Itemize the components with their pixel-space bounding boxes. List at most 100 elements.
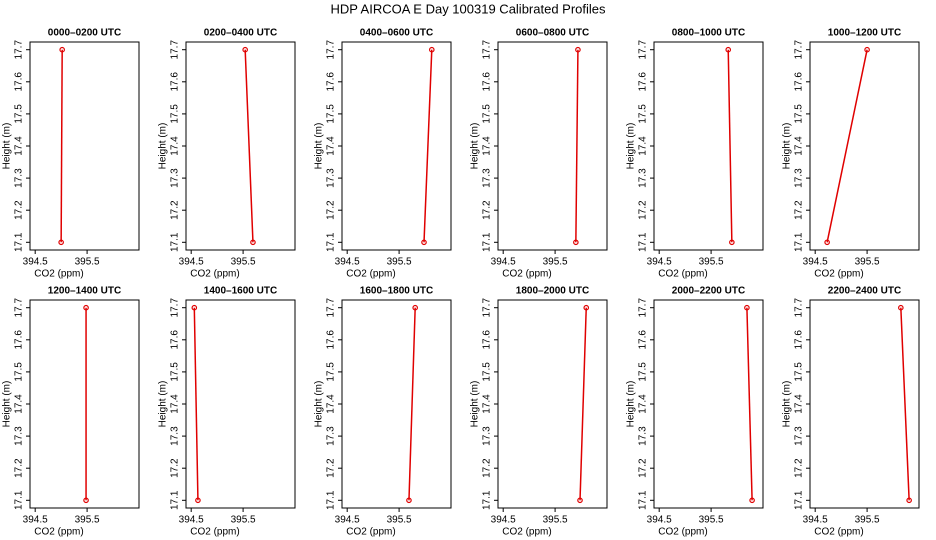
y-axis-label: Height (m) bbox=[470, 381, 481, 428]
y-tick-label: 17.3 bbox=[638, 426, 649, 446]
y-tick-label: 17.5 bbox=[482, 104, 493, 124]
x-tick-label: 395.5 bbox=[387, 257, 412, 268]
x-tick-label: 395.5 bbox=[855, 515, 880, 526]
data-point bbox=[59, 46, 65, 53]
y-tick-label: 17.6 bbox=[14, 72, 25, 92]
y-tick-label: 17.7 bbox=[170, 40, 181, 60]
data-point bbox=[421, 239, 427, 246]
x-axis-label: CO2 (ppm) bbox=[346, 269, 395, 280]
data-point bbox=[242, 46, 248, 53]
panel-title: 1600–1800 UTC bbox=[360, 286, 433, 297]
data-point bbox=[575, 46, 581, 53]
y-tick-label: 17.2 bbox=[170, 200, 181, 220]
y-axis-label: Height (m) bbox=[626, 381, 637, 428]
y-tick-label: 17.3 bbox=[14, 426, 25, 446]
data-point bbox=[406, 497, 412, 504]
y-tick-label: 17.4 bbox=[14, 136, 25, 156]
y-tick-label: 17.2 bbox=[638, 458, 649, 478]
y-tick-label: 17.3 bbox=[170, 426, 181, 446]
data-point bbox=[729, 239, 735, 246]
y-tick-label: 17.7 bbox=[326, 40, 337, 60]
profile-line bbox=[579, 307, 587, 501]
plot-frame bbox=[809, 41, 920, 251]
y-tick-label: 17.5 bbox=[14, 104, 25, 124]
profile-line bbox=[408, 307, 416, 501]
y-tick-label: 17.7 bbox=[794, 298, 805, 318]
y-axis-label: Height (m) bbox=[158, 123, 169, 170]
y-tick-label: 17.3 bbox=[14, 168, 25, 188]
y-tick-label: 17.1 bbox=[638, 232, 649, 252]
data-point bbox=[583, 304, 590, 311]
x-tick-label: 394.5 bbox=[647, 257, 672, 268]
data-point bbox=[58, 239, 64, 246]
x-tick-label: 395.5 bbox=[699, 257, 724, 268]
y-tick-label: 17.5 bbox=[482, 362, 493, 382]
y-tick-label: 17.7 bbox=[794, 40, 805, 60]
y-axis-label: Height (m) bbox=[2, 381, 13, 428]
y-tick-label: 17.4 bbox=[482, 136, 493, 156]
x-axis-label: CO2 (ppm) bbox=[814, 269, 863, 280]
y-tick-label: 17.2 bbox=[14, 458, 25, 478]
plot-frame bbox=[185, 299, 296, 509]
plot-frame bbox=[185, 41, 296, 251]
panel-title: 1800–2000 UTC bbox=[516, 286, 589, 297]
y-tick-label: 17.1 bbox=[794, 490, 805, 510]
x-tick-label: 394.5 bbox=[179, 257, 204, 268]
panel-title: 2200–2400 UTC bbox=[828, 286, 901, 297]
x-tick-label: 395.5 bbox=[543, 257, 568, 268]
profile-line bbox=[244, 49, 254, 243]
data-point bbox=[412, 304, 418, 311]
y-tick-label: 17.3 bbox=[794, 168, 805, 188]
y-tick-label: 17.6 bbox=[794, 330, 805, 350]
data-point bbox=[725, 46, 732, 53]
panel-title: 0600–0800 UTC bbox=[516, 28, 589, 39]
x-tick-label: 394.5 bbox=[23, 515, 48, 526]
y-tick-label: 17.5 bbox=[170, 104, 181, 124]
y-tick-label: 17.5 bbox=[638, 362, 649, 382]
y-tick-label: 17.2 bbox=[794, 458, 805, 478]
y-tick-label: 17.7 bbox=[638, 40, 649, 60]
x-tick-label: 394.5 bbox=[803, 257, 828, 268]
y-tick-label: 17.5 bbox=[638, 104, 649, 124]
x-tick-label: 395.5 bbox=[231, 257, 256, 268]
main-title: HDP AIRCOA E Day 100319 Calibrated Profi… bbox=[330, 1, 606, 16]
panel-title: 1200–1400 UTC bbox=[48, 286, 121, 297]
y-tick-label: 17.6 bbox=[326, 72, 337, 92]
y-tick-label: 17.4 bbox=[482, 394, 493, 414]
y-tick-label: 17.2 bbox=[326, 458, 337, 478]
x-tick-label: 395.5 bbox=[855, 257, 880, 268]
y-tick-label: 17.1 bbox=[638, 490, 649, 510]
y-axis-label: Height (m) bbox=[314, 123, 325, 170]
y-tick-label: 17.2 bbox=[482, 200, 493, 220]
x-axis-label: CO2 (ppm) bbox=[814, 527, 863, 538]
x-tick-label: 394.5 bbox=[491, 257, 516, 268]
y-tick-label: 17.1 bbox=[14, 232, 25, 252]
data-point bbox=[573, 239, 579, 246]
x-axis-label: CO2 (ppm) bbox=[658, 527, 707, 538]
y-tick-label: 17.4 bbox=[794, 136, 805, 156]
x-axis-label: CO2 (ppm) bbox=[190, 269, 239, 280]
x-tick-label: 395.5 bbox=[75, 257, 100, 268]
y-tick-label: 17.7 bbox=[14, 40, 25, 60]
y-tick-label: 17.7 bbox=[482, 298, 493, 318]
x-tick-label: 395.5 bbox=[75, 515, 100, 526]
plot-frame bbox=[341, 41, 452, 251]
profile-line bbox=[727, 49, 733, 243]
y-tick-label: 17.3 bbox=[326, 168, 337, 188]
x-tick-label: 394.5 bbox=[491, 515, 516, 526]
y-tick-label: 17.4 bbox=[170, 136, 181, 156]
y-tick-label: 17.6 bbox=[638, 330, 649, 350]
data-point bbox=[83, 497, 89, 504]
data-point bbox=[824, 239, 830, 246]
y-tick-label: 17.6 bbox=[14, 330, 25, 350]
panel-title: 1400–1600 UTC bbox=[204, 286, 277, 297]
y-axis-label: Height (m) bbox=[2, 123, 13, 170]
data-point bbox=[744, 304, 750, 311]
plot-frame bbox=[653, 41, 764, 251]
y-tick-label: 17.2 bbox=[794, 200, 805, 220]
data-point bbox=[898, 304, 904, 311]
data-point bbox=[191, 304, 198, 311]
y-tick-label: 17.7 bbox=[14, 298, 25, 318]
plot-frame bbox=[809, 299, 920, 509]
